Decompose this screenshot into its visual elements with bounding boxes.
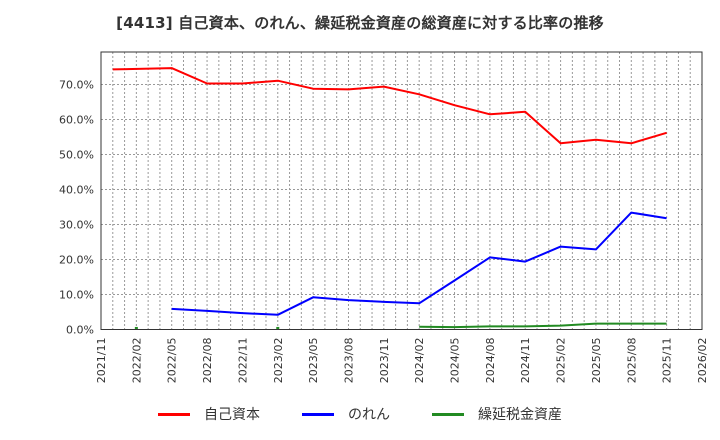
x-tick-label: 2022/02 xyxy=(130,338,143,384)
legend-swatch-green xyxy=(432,412,464,416)
x-tick-label: 2023/02 xyxy=(272,338,285,384)
x-tick-label: 2024/02 xyxy=(413,338,426,384)
y-tick-label: 70.0% xyxy=(59,79,94,92)
x-tick-label: 2022/05 xyxy=(166,338,179,384)
x-tick-label: 2023/05 xyxy=(307,338,320,384)
series-line xyxy=(171,211,667,316)
y-axis-ticks: 0.0% 10.0% 20.0% 30.0% 40.0% 50.0% 60.0% 70.0% xyxy=(59,79,94,337)
x-tick-label: 2024/11 xyxy=(519,338,532,384)
y-tick-label: 40.0% xyxy=(59,184,94,197)
gridlines xyxy=(101,52,702,330)
series-point xyxy=(134,326,138,330)
x-tick-label: 2022/08 xyxy=(201,338,214,384)
y-tick-label: 0.0% xyxy=(66,324,94,337)
legend-label: のれん xyxy=(348,407,390,423)
x-tick-label: 2025/08 xyxy=(625,338,638,384)
legend-item-deferred-tax: 繰延税金資産 xyxy=(432,404,562,424)
series-line xyxy=(112,67,667,145)
x-tick-label: 2023/08 xyxy=(342,338,355,384)
y-tick-label: 50.0% xyxy=(59,149,94,162)
x-tick-label: 2025/05 xyxy=(590,338,603,384)
series-line xyxy=(419,322,667,329)
legend: 自己資本 のれん 繰延税金資産 xyxy=(0,404,720,424)
x-tick-label: 2026/02 xyxy=(696,338,709,384)
legend-label: 自己資本 xyxy=(204,407,260,423)
y-tick-label: 20.0% xyxy=(59,254,94,267)
y-tick-label: 30.0% xyxy=(59,219,94,232)
plot-frame xyxy=(100,51,703,330)
y-tick-label: 10.0% xyxy=(59,289,94,302)
x-tick-label: 2021/11 xyxy=(95,338,108,384)
legend-item-equity: 自己資本 xyxy=(158,404,260,424)
x-axis-ticks: 2021/11 2022/02 2022/05 2022/08 2022/11 2023/… xyxy=(95,338,709,384)
x-tick-label: 2024/05 xyxy=(449,338,462,384)
x-tick-label: 2022/11 xyxy=(236,338,249,384)
legend-item-goodwill: のれん xyxy=(302,404,390,424)
data-series xyxy=(112,67,667,330)
x-tick-label: 2024/08 xyxy=(484,338,497,384)
legend-label: 繰延税金資産 xyxy=(478,407,562,423)
legend-swatch-red xyxy=(158,412,190,416)
x-tick-label: 2025/11 xyxy=(661,338,674,384)
legend-swatch-blue xyxy=(302,412,334,416)
x-tick-label: 2025/02 xyxy=(555,338,568,384)
chart-title: [4413] 自己資本、のれん、繰延税金資産の総資産に対する比率の推移 xyxy=(116,14,604,32)
series-point xyxy=(276,326,280,330)
x-tick-label: 2023/11 xyxy=(378,338,391,384)
y-tick-label: 60.0% xyxy=(59,114,94,127)
